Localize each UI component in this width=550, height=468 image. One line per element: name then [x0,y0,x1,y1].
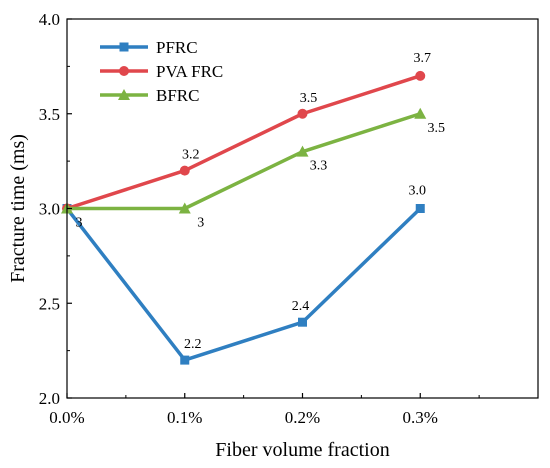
x-axis-title: Fiber volume fraction [215,439,389,461]
data-point-bfrc [414,107,427,119]
x-axis-ticks: 0.0% 0.1% 0.2% 0.3% [49,393,480,427]
legend-marker-bfrc [118,89,130,100]
data-point-pva-frc [415,70,426,81]
y-axis-ticks: 2.0 2.5 3.0 3.5 4.0 [39,10,72,408]
data-label: 3.5 [300,91,318,106]
x-tick-label: 0.1% [167,408,202,427]
y-tick-label: 3.5 [39,105,60,124]
data-label: 3 [76,216,83,231]
legend: PFRC PVA FRC BFRC [100,38,223,105]
data-label: 3.2 [182,148,200,163]
data-point-pfrc [415,204,425,213]
data-label: 3.3 [310,159,328,174]
legend-marker-pfrc [119,42,129,52]
y-tick-label: 3.0 [39,200,60,219]
legend-label-bfrc: BFRC [156,86,199,105]
legend-marker-pva-frc [119,66,129,76]
series-layer: 3 2.2 2.4 3.0 3.2 3.5 3.7 3 3.3 3.5 [61,51,445,365]
x-tick-label: 0.2% [285,408,320,427]
x-tick-label: 0.3% [403,408,438,427]
data-label: 3.7 [414,51,432,66]
data-label: 3.5 [428,121,446,136]
data-point-pva-frc [179,165,190,176]
data-point-pva-frc [297,108,308,119]
legend-label-pva-frc: PVA FRC [156,62,223,81]
series-line-pva-frc [66,74,421,211]
y-tick-label: 4.0 [39,10,60,29]
y-axis-title: Fracture time (ms) [7,134,29,283]
data-label: 2.2 [184,337,202,352]
x-tick-label: 0.0% [49,408,84,427]
series-line-pfrc [65,207,422,362]
y-tick-label: 2.5 [39,294,60,313]
data-label: 3.0 [409,184,427,199]
legend-label-pfrc: PFRC [156,38,198,57]
data-label: 2.4 [292,299,310,314]
data-label: 3 [197,216,204,231]
data-point-pfrc [180,355,190,365]
y-tick-label: 2.0 [39,389,60,408]
series-line-bfrc [67,112,421,211]
data-point-bfrc [178,202,191,214]
data-point-bfrc [296,145,309,157]
data-point-pfrc [298,317,307,327]
